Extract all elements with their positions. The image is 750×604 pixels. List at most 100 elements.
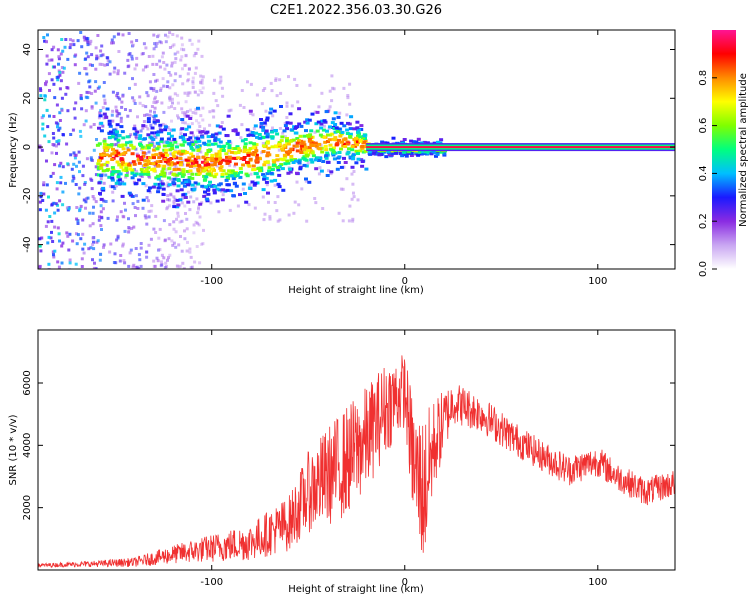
spectrogram-cell — [209, 201, 213, 205]
spectrogram-cell — [172, 154, 177, 158]
spectrogram-cell — [105, 63, 109, 67]
spectrogram-cell — [194, 185, 198, 189]
spectrogram-cell — [314, 144, 319, 148]
spectrogram-cell — [176, 161, 181, 165]
spectrogram-cell — [80, 97, 83, 101]
spectrogram-cell — [72, 151, 76, 155]
spectrogram-cell — [293, 77, 297, 81]
spectrogram-cell — [159, 179, 163, 183]
spectrogram-cell — [108, 130, 113, 134]
spectrogram-cell — [104, 153, 109, 157]
spectrogram-cell — [200, 166, 205, 170]
spectrogram-cell — [133, 182, 138, 186]
spectrogram-cell — [266, 151, 271, 155]
spectrogram-cell — [152, 134, 156, 138]
spectrogram-cell — [127, 32, 131, 35]
spectrogram-cell — [320, 91, 324, 95]
spectrogram-cell — [151, 153, 156, 157]
spectrogram-cell — [270, 168, 275, 171]
spectrogram-cell — [186, 200, 191, 204]
spectrogram-cell — [52, 136, 56, 140]
spectrogram-cell — [87, 247, 91, 251]
spectrogram-cell — [129, 248, 133, 252]
spectrogram-cell — [182, 184, 187, 188]
spectrogram-cell — [103, 137, 107, 141]
colorbar-tick-label: 0.6 — [698, 118, 709, 134]
spectrogram-cell — [286, 161, 291, 165]
spectrogram-cell — [60, 66, 64, 69]
spectrogram-cell — [119, 254, 123, 257]
spectrogram-cell — [190, 122, 194, 126]
spectrogram-cell — [273, 178, 278, 182]
spectrogram-cell — [118, 172, 123, 176]
spectrogram-cell — [210, 158, 215, 162]
spectrogram-cell — [337, 127, 342, 131]
spectrogram-cell — [157, 33, 161, 37]
spectrogram-cell — [118, 143, 123, 147]
spectrogram-cell — [109, 143, 114, 147]
spectrogram-cell — [209, 184, 214, 188]
spectrogram-cell — [92, 205, 95, 209]
spectrogram-cell — [72, 162, 76, 166]
spectrogram-cell — [206, 187, 211, 191]
spectrogram-cell — [193, 181, 198, 185]
spectrogram-cell — [221, 149, 226, 152]
spectrogram-cell — [41, 127, 45, 131]
spectrogram-cell — [138, 95, 142, 99]
spectrogram-cell — [355, 120, 360, 124]
spectrogram-cell — [240, 123, 244, 127]
spectrogram-cell — [163, 158, 168, 161]
spectrogram-cell — [359, 124, 364, 128]
spectrogram-cell — [74, 262, 78, 266]
spectrogram-cell — [157, 143, 161, 147]
spectrogram-cell — [130, 171, 135, 174]
spectrogram-cell — [416, 137, 421, 141]
spectrogram-cell — [181, 135, 186, 138]
spectrogram-cell — [129, 133, 133, 137]
spectrogram-cell — [186, 138, 191, 142]
spectrogram-cell — [99, 156, 104, 160]
spectrogram-cell — [193, 260, 197, 264]
spectrogram-cell — [127, 264, 131, 268]
spectrogram-cell — [186, 72, 190, 76]
colorbar-tick-label: 0.4 — [698, 165, 709, 181]
spectrogram-cell — [315, 110, 320, 114]
spectrogram-cell — [162, 219, 166, 223]
spectrogram-cell — [98, 191, 102, 195]
spectrogram-cell — [42, 192, 46, 196]
spectrogram-cell — [310, 160, 315, 164]
spectrogram-cell — [330, 74, 334, 78]
spectrogram-cell — [425, 150, 430, 154]
spectrogram-cell — [113, 187, 117, 190]
spectrogram-cell — [251, 164, 256, 168]
spectrogram-cell — [190, 161, 195, 165]
spectrogram-cell — [170, 105, 173, 109]
spectrogram-cell — [44, 208, 48, 212]
spectrogram-cell — [158, 65, 162, 69]
spectrogram-cell — [227, 155, 232, 159]
spectrogram-cell — [187, 78, 191, 82]
spectrogram-cell — [185, 217, 189, 221]
spectrogram-cell — [203, 157, 208, 161]
spectrogram-cell — [325, 174, 330, 177]
spectrogram-cell — [261, 135, 266, 139]
spectrogram-cell — [245, 174, 250, 178]
spectrogram-cell — [132, 225, 136, 229]
spectrogram-cell — [180, 55, 184, 59]
spectrogram-cell — [277, 185, 282, 189]
spectrogram-cell — [172, 162, 177, 166]
spectrogram-cell — [208, 123, 212, 127]
spectrogram-cell — [348, 102, 352, 106]
spectrogram-cell — [79, 237, 83, 241]
spectrogram-cell — [279, 157, 284, 161]
spectrogram-cell — [285, 116, 289, 119]
spectrogram-cell — [151, 162, 156, 166]
spectrogram-cell — [362, 134, 367, 138]
spectrogram-cell — [325, 151, 330, 155]
spectrogram-cell — [102, 245, 105, 249]
spectrogram-cell — [170, 147, 175, 150]
spectrogram-cell — [358, 135, 363, 139]
spectrogram-cell — [215, 199, 220, 203]
spectrogram-cell — [300, 141, 305, 145]
spectrogram-cell — [406, 150, 411, 154]
